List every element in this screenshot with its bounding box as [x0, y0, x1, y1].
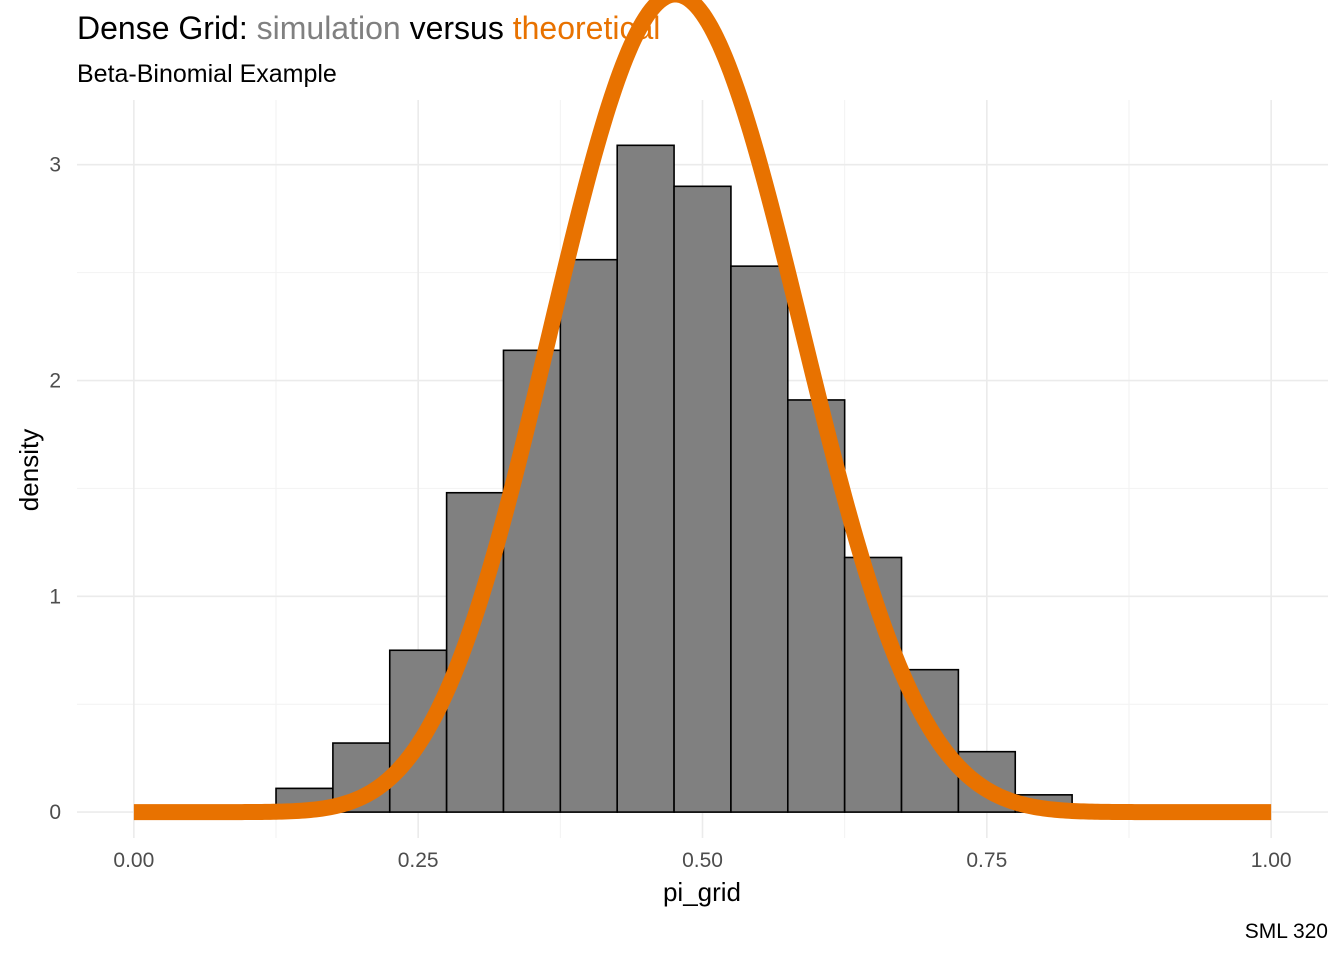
y-axis-label: density: [14, 429, 44, 511]
histogram-bar: [730, 265, 789, 813]
y-tick-label: 0: [49, 801, 61, 824]
x-tick-label: 0.50: [682, 849, 723, 872]
x-tick-label: 0.75: [966, 849, 1007, 872]
y-tick-label: 1: [49, 585, 61, 608]
histogram-bars: [275, 144, 1073, 813]
y-tick-label: 2: [49, 370, 61, 393]
title-prefix: Dense Grid:: [77, 10, 257, 46]
x-axis-label: pi_grid: [663, 877, 741, 907]
x-tick-label: 0.00: [113, 849, 154, 872]
title-simulation: simulation: [256, 10, 401, 46]
tick-labels: 0.00 0.25 0.50 0.75 1.00 0 1 2 3: [49, 154, 1291, 872]
title-middle: versus: [400, 10, 513, 46]
histogram-bar: [559, 258, 619, 813]
chart-subtitle: Beta-Binomial Example: [77, 60, 337, 88]
chart-title: Dense Grid: simulation versus theoretica…: [77, 10, 660, 47]
theoretical-curve: [128, 0, 1277, 821]
histogram-bar: [673, 185, 732, 813]
theoretical-curve-layer: [128, 0, 1277, 821]
chart-caption: SML 320: [1244, 920, 1328, 943]
y-tick-label: 3: [49, 154, 61, 177]
x-tick-label: 0.25: [398, 849, 439, 872]
histogram-bar: [616, 144, 675, 813]
x-tick-label: 1.00: [1251, 849, 1292, 872]
